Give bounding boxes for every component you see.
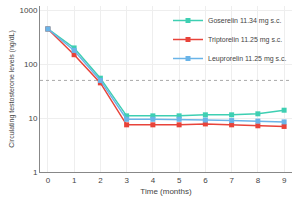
svg-text:1: 1 [72,176,77,185]
svg-text:Leuprorelin 11.25 mg s.c.: Leuprorelin 11.25 mg s.c. [208,55,287,63]
svg-text:7: 7 [229,176,234,185]
svg-text:100: 100 [24,60,38,69]
svg-text:0: 0 [46,176,51,185]
svg-text:Triptorelin 11.25 mg s.c.: Triptorelin 11.25 mg s.c. [208,36,282,44]
svg-text:10: 10 [28,114,37,123]
svg-text:9: 9 [282,176,287,185]
svg-text:Time (months): Time (months) [140,187,192,196]
svg-text:3: 3 [124,176,129,185]
svg-text:2: 2 [98,176,103,185]
svg-text:1: 1 [33,168,38,177]
svg-text:5: 5 [177,176,182,185]
svg-text:Goserelin 11.34 mg s.c.: Goserelin 11.34 mg s.c. [208,17,281,25]
svg-text:Circulating testosterone level: Circulating testosterone levels (ng/dL) [8,30,16,148]
svg-text:8: 8 [256,176,261,185]
svg-text:1000: 1000 [20,6,38,15]
svg-text:6: 6 [203,176,208,185]
svg-text:4: 4 [151,176,156,185]
